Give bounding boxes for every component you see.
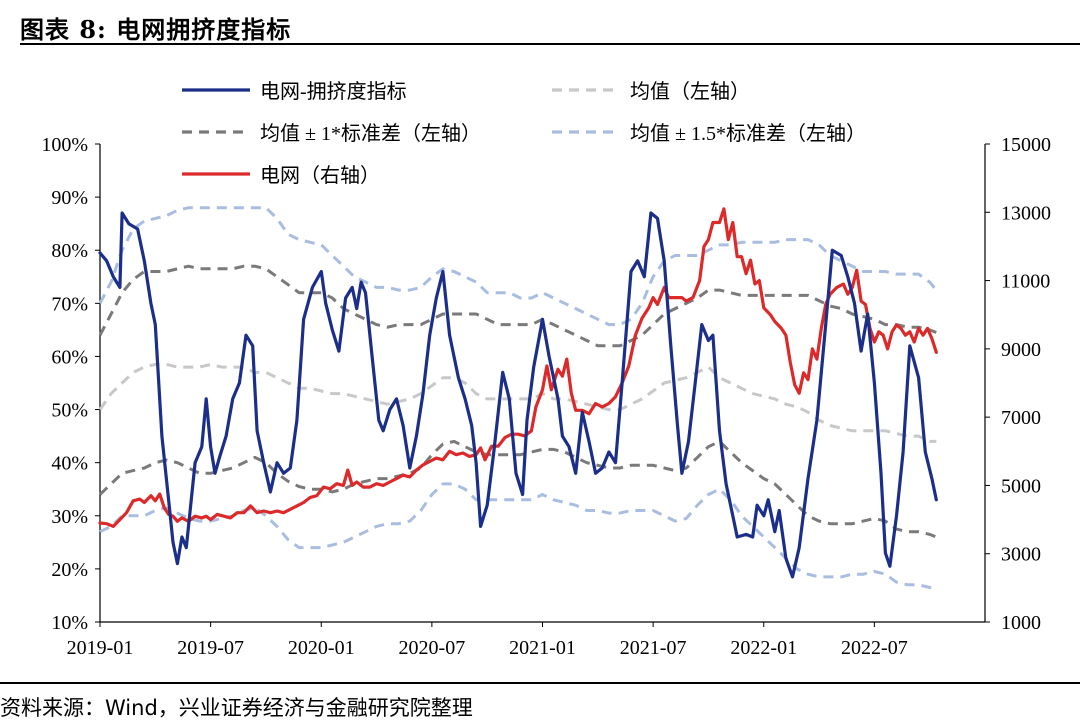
- x-tick-label: 2019-01: [67, 637, 134, 659]
- series-line-grid_price: [98, 207, 938, 528]
- x-tick-label: 2021-01: [509, 637, 576, 659]
- left-tick-label: 100%: [41, 134, 88, 156]
- x-tick-label: 2022-01: [730, 637, 797, 659]
- footer-rule: [0, 682, 1080, 684]
- legend-label-congestion: 电网-拥挤度指标: [260, 80, 407, 103]
- chart-axes: 10% 20% 30% 40% 50% 60% 70% 80% 90% 100% 1000 3000 5…: [41, 134, 1051, 659]
- left-tick-label: 20%: [51, 559, 88, 581]
- series-line-mean: [98, 362, 937, 443]
- chart-footer: 资料来源：Wind，兴业证券经济与金融研究院整理: [0, 676, 1080, 728]
- right-tick-label: 11000: [1001, 271, 1050, 293]
- left-tick-label: 10%: [51, 612, 88, 634]
- series-line-std15_lower: [99, 482, 937, 592]
- left-tick-label: 30%: [51, 506, 88, 528]
- right-tick-label: 5000: [1001, 475, 1041, 497]
- legend-label-grid_price: 电网（右轴）: [260, 164, 380, 187]
- x-tick-label: 2022-07: [841, 637, 908, 659]
- left-tick-label: 90%: [51, 187, 88, 209]
- right-tick-label: 7000: [1001, 407, 1041, 429]
- right-tick-label: 3000: [1001, 544, 1041, 566]
- legend-label-std1: 均值 ± 1*标准差（左轴）: [260, 122, 481, 145]
- x-tick-label: 2019-07: [177, 637, 244, 659]
- right-tick-label: 15000: [1001, 134, 1051, 156]
- series-line-std1_lower: [98, 439, 937, 539]
- chart-header: 图表 8: 电网拥挤度指标: [0, 0, 1080, 46]
- chart-lines: [98, 206, 938, 592]
- source-note: 资料来源：Wind，兴业证券经济与金融研究院整理: [0, 696, 473, 720]
- x-tick-label: 2020-01: [288, 637, 355, 659]
- left-tick-label: 40%: [51, 453, 88, 475]
- right-tick-label: 1000: [1001, 612, 1041, 634]
- right-tick-label: 9000: [1001, 339, 1041, 361]
- series-line-std15_upper: [98, 206, 938, 327]
- chart-title: 图表 8: 电网拥挤度指标: [20, 15, 292, 44]
- header-rule: [20, 43, 1080, 45]
- legend-label-mean: 均值（左轴）: [630, 80, 750, 103]
- legend-label-std15: 均值 ± 1.5*标准差（左轴）: [630, 122, 866, 145]
- chart-legend: 电网-拥挤度指标 均值（左轴） 均值 ± 1*标准差（左轴） 均值 ± 1.5*标准差…: [182, 80, 866, 187]
- series-line-congestion: [98, 211, 938, 579]
- x-tick-label: 2020-07: [399, 637, 466, 659]
- x-tick-label: 2021-07: [620, 637, 687, 659]
- left-tick-label: 60%: [51, 346, 88, 368]
- series-line-std1_upper: [98, 264, 937, 348]
- left-tick-label: 70%: [51, 293, 88, 315]
- left-tick-label: 80%: [51, 240, 88, 262]
- left-tick-label: 50%: [51, 400, 88, 422]
- congestion-chart: 10% 20% 30% 40% 50% 60% 70% 80% 90% 100% 1000 3000 5…: [41, 80, 1051, 659]
- right-tick-label: 13000: [1001, 202, 1051, 224]
